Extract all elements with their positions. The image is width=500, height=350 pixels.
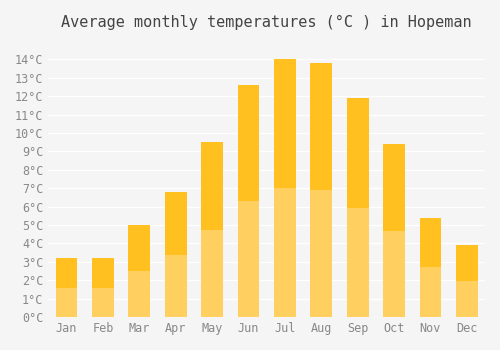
Title: Average monthly temperatures (°C ) in Hopeman: Average monthly temperatures (°C ) in Ho… <box>62 15 472 30</box>
Bar <box>346 98 368 208</box>
Bar <box>310 63 332 317</box>
Bar <box>420 267 442 317</box>
Bar <box>310 63 332 190</box>
Bar <box>238 201 260 317</box>
Bar <box>56 258 78 288</box>
Bar <box>420 218 442 267</box>
Bar <box>56 258 78 317</box>
Bar <box>92 258 114 317</box>
Bar <box>346 98 368 317</box>
Bar <box>128 225 150 317</box>
Bar <box>92 288 114 317</box>
Bar <box>274 188 296 317</box>
Bar <box>383 144 405 317</box>
Bar <box>201 142 223 317</box>
Bar <box>165 254 186 317</box>
Bar <box>274 59 296 317</box>
Bar <box>165 192 186 254</box>
Bar <box>56 288 78 317</box>
Bar <box>456 281 477 317</box>
Bar <box>456 245 477 317</box>
Bar <box>383 144 405 231</box>
Bar <box>456 245 477 281</box>
Bar <box>201 230 223 317</box>
Bar <box>238 85 260 201</box>
Bar <box>310 190 332 317</box>
Bar <box>420 218 442 317</box>
Bar <box>238 85 260 317</box>
Bar <box>346 208 368 317</box>
Bar <box>201 142 223 230</box>
Bar <box>274 59 296 188</box>
Bar <box>128 271 150 317</box>
Bar <box>165 192 186 317</box>
Bar <box>128 225 150 271</box>
Bar <box>383 231 405 317</box>
Bar <box>92 258 114 288</box>
